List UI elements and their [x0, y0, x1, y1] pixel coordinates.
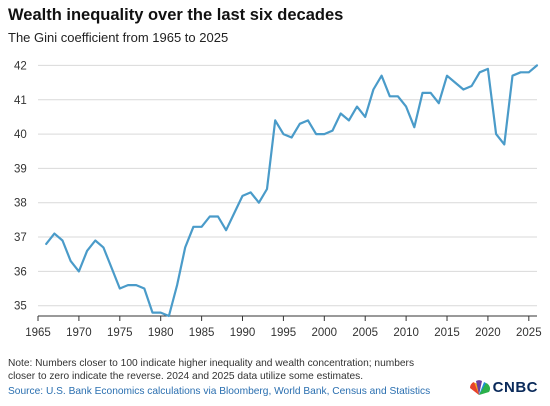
y-tick-label-40: 40: [14, 129, 27, 141]
x-tick-label-2020: 2020: [475, 327, 501, 339]
x-tick-label-2010: 2010: [393, 327, 419, 339]
cnbc-logo: CNBC: [468, 379, 538, 396]
gini-line-chart: 35 36 37 38 39 40 41 42 1965 1970 1975 1980 1985 1990…: [14, 60, 542, 339]
y-tick-label-39: 39: [14, 163, 27, 175]
y-tick-label-35: 35: [14, 301, 27, 313]
x-tick-label-2025: 2025: [516, 327, 542, 339]
x-tick-label-2005: 2005: [352, 327, 378, 339]
source-link[interactable]: Source: U.S. Bank Economics calculations…: [8, 386, 431, 397]
x-tick-label-1995: 1995: [271, 327, 297, 339]
logo-text: CNBC: [492, 379, 538, 396]
x-tick-label-1975: 1975: [107, 327, 133, 339]
x-tick-label-2000: 2000: [312, 327, 338, 339]
y-tick-label-41: 41: [14, 95, 27, 107]
y-tick-label-42: 42: [14, 60, 27, 72]
x-tick-label-1990: 1990: [230, 327, 256, 339]
chart-subtitle: The Gini coefficient from 1965 to 2025: [8, 30, 229, 45]
x-tick-label-1985: 1985: [189, 327, 215, 339]
x-tick-label-1965: 1965: [25, 327, 51, 339]
footnote: Note: Numbers closer to 100 indicate hig…: [8, 358, 415, 382]
series-line-0: [45, 64, 539, 318]
x-tick-label-1980: 1980: [148, 327, 174, 339]
x-tick-label-2015: 2015: [434, 327, 460, 339]
chart-title: Wealth inequality over the last six deca…: [8, 6, 344, 24]
y-tick-label-38: 38: [14, 198, 27, 210]
y-tick-label-36: 36: [14, 266, 27, 278]
peacock-icon: [469, 379, 490, 395]
y-tick-label-37: 37: [14, 232, 27, 244]
x-tick-label-1970: 1970: [66, 327, 92, 339]
